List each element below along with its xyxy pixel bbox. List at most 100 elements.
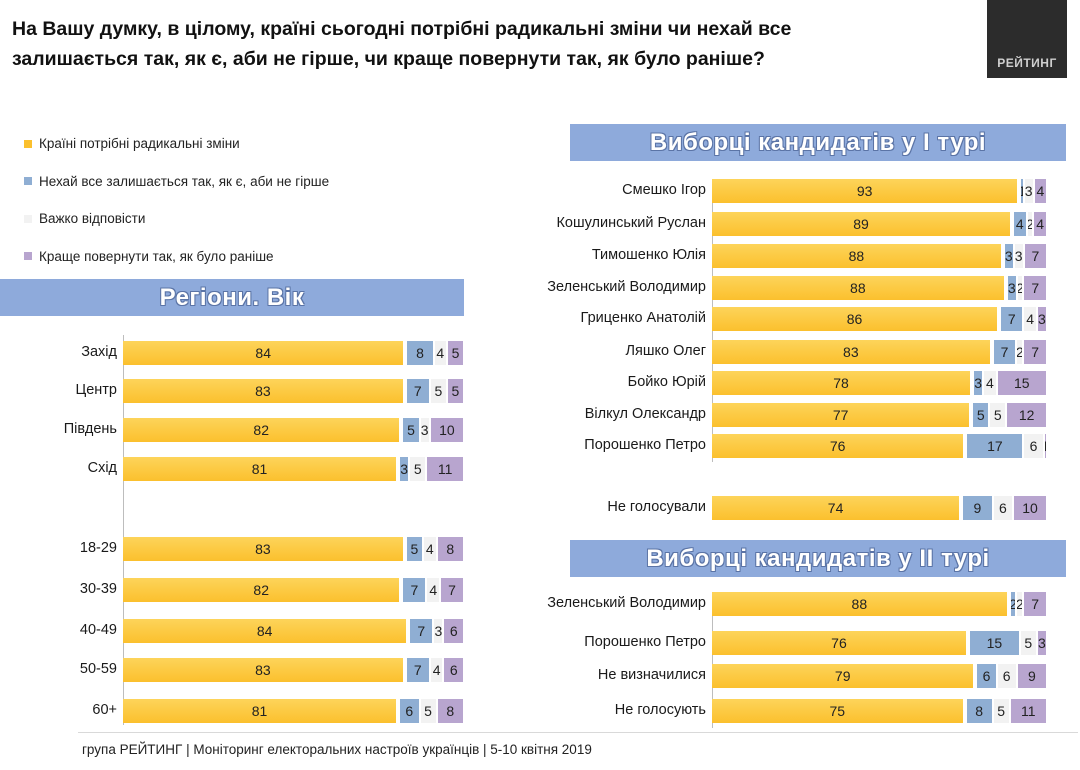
bar-segment-s1: 76 — [712, 631, 966, 655]
bar-segment-s3: 4 — [434, 341, 447, 365]
bar-segment-s3: 3 — [434, 619, 443, 643]
bar-segment-s1: 88 — [712, 244, 1001, 268]
bar-segment-s3: 5 — [1020, 631, 1036, 655]
bar-segment-s2: 7 — [406, 379, 429, 403]
category-label: Кошулинський Руслан — [556, 215, 706, 231]
category-label: 60+ — [92, 702, 117, 718]
category-label: Гриценко Анатолій — [580, 310, 706, 326]
category-label: Зеленський Володимир — [547, 279, 706, 295]
bar-segment-s1: 84 — [123, 341, 404, 365]
bar-segment-s2: 7 — [1000, 307, 1023, 331]
bar-segment-s2: 8 — [966, 699, 992, 723]
bar-segment-s2: 7 — [410, 619, 433, 643]
bar-segment-s4: 6 — [444, 658, 463, 682]
bar-segment-s3: 4 — [423, 537, 436, 561]
bar-segment-s1: 79 — [712, 664, 974, 688]
category-label: 50-59 — [79, 661, 117, 677]
bar-segment-s3: 5 — [990, 403, 1006, 427]
category-label: Зеленський Володимир — [547, 595, 706, 611]
bar-segment-s3: 2 — [1017, 276, 1023, 300]
bar-segment-s2: 9 — [963, 496, 992, 520]
bar-segment-s1: 82 — [123, 578, 400, 602]
bar-segment-s3: 2 — [1027, 212, 1033, 236]
bar-segment-s4: 11 — [427, 457, 463, 481]
banner-round-two: Виборці кандидатів у ІІ турі — [570, 540, 1066, 577]
bar-segment-s2: 3 — [1004, 244, 1013, 268]
bar-segment-s3: 5 — [420, 699, 436, 723]
bar-segment-s3: 5 — [430, 379, 446, 403]
category-label: Не голосують — [614, 702, 706, 718]
bar-segment-s2: 7 — [993, 340, 1016, 364]
bar-segment-s1: 81 — [123, 699, 397, 723]
bar-segment-s4: 11 — [1010, 699, 1046, 723]
legend-label: Країні потрібні радикальні зміни — [39, 136, 240, 151]
question-title: На Вашу думку, в цілому, країні сьогодні… — [12, 18, 792, 70]
category-label: Вілкул Олександр — [584, 406, 706, 422]
legend-swatch-radical — [24, 139, 32, 148]
bar-segment-s4: 3 — [1037, 631, 1046, 655]
banner-round-one: Виборці кандидатів у І турі — [570, 124, 1066, 161]
bar-segment-s3: 6 — [997, 664, 1016, 688]
category-label: Не визначилися — [597, 667, 706, 683]
bar-segment-s4: 10 — [430, 418, 463, 442]
category-label: Ляшко Олег — [625, 343, 706, 359]
bar-segment-s1: 84 — [123, 619, 407, 643]
legend-swatch-return — [24, 252, 32, 260]
bar-segment-s1: 89 — [712, 212, 1011, 236]
category-label: 18-29 — [79, 540, 117, 556]
bar-segment-s1: 77 — [712, 403, 970, 427]
category-label: 30-39 — [79, 581, 117, 597]
bar-segment-s3: 2 — [1017, 592, 1023, 616]
bar-segment-s2: 7 — [403, 578, 426, 602]
bar-segment-s3: 5 — [993, 699, 1009, 723]
bar-segment-s2: 7 — [406, 658, 429, 682]
bar-segment-s4: 5 — [447, 379, 463, 403]
bar-segment-s4: 7 — [1024, 276, 1046, 300]
chart-axis-line — [712, 592, 713, 728]
category-label: Південь — [63, 421, 117, 437]
bar-segment-s4: 5 — [448, 341, 463, 365]
bar-segment-s2: 3 — [1007, 276, 1016, 300]
bar-segment-s1: 82 — [123, 418, 400, 442]
legend-swatch-hard — [24, 214, 32, 223]
bar-segment-s3: 4 — [427, 578, 440, 602]
bar-segment-s1: 83 — [712, 340, 990, 364]
bar-segment-s4: 4 — [1034, 212, 1046, 236]
bar-segment-s3: 2 — [1017, 340, 1023, 364]
category-label: Порошенко Петро — [584, 634, 706, 650]
category-label: Захід — [81, 344, 117, 360]
footer: група РЕЙТИНГ | Моніторинг електоральних… — [82, 742, 592, 757]
bar-segment-s1: 93 — [712, 179, 1018, 203]
bar-segment-s3: 4 — [1024, 307, 1036, 331]
category-label: Бойко Юрій — [627, 374, 706, 390]
bar-segment-s4: 15 — [997, 371, 1046, 395]
footer-divider — [78, 732, 1078, 733]
bar-segment-s1: 75 — [712, 699, 963, 723]
bar-segment-s1: 88 — [712, 276, 1004, 300]
bar-segment-s2: 2 — [1010, 592, 1016, 616]
bar-segment-s1: 81 — [123, 457, 397, 481]
logo-text: РЕЙТИНГ — [997, 56, 1057, 70]
bar-segment-s2: 3 — [400, 457, 409, 481]
chart-axis-line — [123, 335, 124, 725]
category-label: 40-49 — [79, 622, 117, 638]
legend-item-radical-changes: Країні потрібні радикальні зміни — [24, 134, 329, 153]
bar-segment-s4: 4 — [1034, 179, 1046, 203]
bar-segment-s2: 6 — [977, 664, 996, 688]
legend-label: Нехай все залишається так, як є, аби не … — [39, 173, 330, 189]
bar-segment-s2: 3 — [974, 371, 983, 395]
bar-segment-s3: 3 — [1024, 179, 1033, 203]
bar-segment-s4: 12 — [1007, 403, 1046, 427]
bar-segment-s1: 86 — [712, 307, 997, 331]
bar-segment-s1: 83 — [123, 379, 403, 403]
bar-segment-s1: 83 — [123, 658, 403, 682]
bar-segment-s4: 7 — [1024, 340, 1046, 364]
bar-segment-s4: 7 — [1024, 592, 1046, 616]
legend-item-return-back: Краще повернути так, як було раніше — [24, 247, 329, 266]
legend-item-hard-to-say: Важко відповісти — [24, 209, 329, 228]
category-label: Центр — [75, 382, 117, 398]
bar-segment-s2: 17 — [967, 434, 1023, 458]
bar-segment-s1: 74 — [712, 496, 960, 520]
bar-segment-s3: 4 — [430, 658, 443, 682]
bar-segment-s4: 6 — [444, 619, 463, 643]
